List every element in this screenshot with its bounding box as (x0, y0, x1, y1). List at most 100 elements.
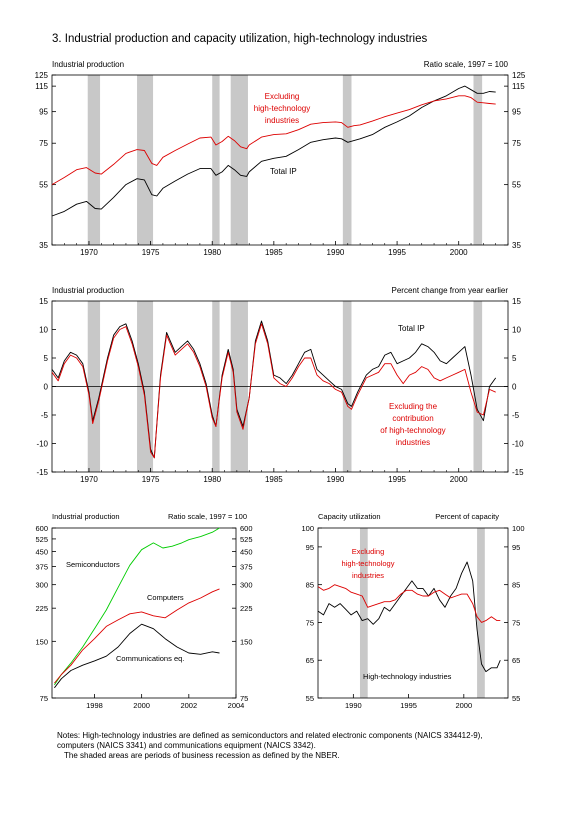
y-tick-label-left: 300 (35, 581, 48, 590)
y-tick-label-right: 10 (512, 326, 521, 335)
y-tick-label-left: 95 (306, 543, 314, 552)
y-tick-label-left: 15 (39, 297, 48, 306)
y-tick-label-left: 0 (44, 383, 49, 392)
chart-capacity_utilization: 55 55 65 65 75 75 85 85 95 95 100 100 1990 1995 2000 Ca… (301, 512, 524, 710)
y-tick-label-left: 375 (35, 562, 48, 571)
y-tick-label-left: 55 (306, 694, 314, 703)
y-tick-label-right: -5 (512, 411, 520, 420)
plot-frame (51, 527, 237, 699)
plot-frame (317, 527, 509, 699)
series-annotation: Communications eq. (116, 654, 184, 663)
series-annotation: High-technology industries (363, 672, 452, 681)
series-line-2 (54, 623, 220, 689)
y-tick-label-left: 225 (35, 604, 48, 613)
x-tick-label: 2000 (450, 475, 468, 484)
y-tick-label-right: 15 (512, 297, 521, 306)
x-tick-label: 2000 (133, 701, 150, 710)
y-tick-label-left: 55 (39, 181, 48, 190)
recession-shade (230, 75, 248, 245)
y-tick-label-left: -5 (41, 411, 49, 420)
chart-right-label: Ratio scale, 1997 = 100 (424, 60, 509, 69)
x-tick-label: 2000 (455, 701, 472, 710)
y-tick-label-right: 75 (512, 618, 520, 627)
chart-title: Capacity utilization (318, 512, 381, 521)
y-tick-label-left: 35 (39, 241, 48, 250)
series-annotation: high-technology (254, 104, 310, 113)
y-tick-label-right: 65 (512, 656, 520, 665)
y-tick-label-right: -10 (512, 440, 524, 449)
y-tick-label-left: 5 (44, 354, 49, 363)
y-tick-label-left: 75 (306, 618, 314, 627)
chart-ip_pct_change: -15 -15 -10 -10 -5 -5 0 0 5 5 10 10 15 15 1970 1975 1980… (36, 286, 524, 484)
y-tick-label-right: 75 (240, 694, 248, 703)
series-line-1 (51, 95, 496, 185)
x-tick-label: 1995 (388, 475, 406, 484)
y-tick-label-right: 55 (512, 181, 521, 190)
y-tick-label-right: 600 (240, 524, 253, 533)
series-annotation: industries (265, 116, 299, 125)
y-tick-label-right: 150 (240, 637, 253, 646)
y-tick-label-right: 5 (512, 354, 517, 363)
series-line-1 (51, 323, 496, 459)
recession-shade (87, 75, 101, 245)
recession-shade (212, 75, 220, 245)
y-tick-label-right: 95 (512, 108, 521, 117)
y-tick-label-left: 100 (301, 524, 314, 533)
x-tick-label: 1995 (400, 701, 417, 710)
plot-frame (51, 74, 509, 246)
chart-title: Industrial production (52, 60, 124, 69)
series-annotation: Computers (147, 593, 184, 602)
recession-shade (342, 75, 352, 245)
notes-line-1: Notes: High-technology industries are de… (57, 731, 483, 740)
y-tick-label-right: 125 (512, 71, 526, 80)
x-tick-label: 1990 (345, 701, 362, 710)
x-tick-label: 2000 (450, 248, 468, 257)
series-annotation: industries (352, 571, 384, 580)
y-tick-label-right: 75 (512, 139, 521, 148)
series-annotation: industries (396, 438, 430, 447)
chart-right-label: Ratio scale, 1997 = 100 (168, 512, 247, 521)
y-tick-label-right: 115 (512, 82, 525, 91)
y-tick-label-left: -10 (36, 440, 48, 449)
x-tick-label: 1990 (327, 475, 345, 484)
series-annotation: Total IP (270, 167, 297, 176)
x-tick-label: 1970 (80, 475, 98, 484)
series-line-0 (54, 527, 220, 686)
y-tick-label-right: 0 (512, 383, 517, 392)
y-tick-label-left: -15 (36, 468, 48, 477)
recession-shade (473, 75, 483, 245)
series-annotation: Excluding (352, 547, 385, 556)
y-tick-label-left: 525 (35, 535, 48, 544)
y-tick-label-right: 375 (240, 562, 253, 571)
series-annotation: Total IP (398, 324, 425, 333)
y-tick-label-right: 100 (512, 524, 525, 533)
chart-ip_levels: 35 35 55 55 75 75 95 95 115 115 125 125 1970 1975 1980… (35, 60, 526, 257)
series-line-0 (317, 561, 501, 673)
y-tick-label-right: 300 (240, 581, 253, 590)
notes-line-3: The shaded areas are periods of business… (64, 751, 340, 760)
y-tick-label-right: 55 (512, 694, 520, 703)
series-line-1 (317, 584, 501, 623)
notes: Notes: High-technology industries are de… (57, 731, 577, 761)
series-annotation: of high-technology (380, 426, 445, 435)
y-tick-label-left: 450 (35, 548, 48, 557)
x-tick-label: 2004 (228, 701, 245, 710)
figure-title: 3. Industrial production and capacity ut… (52, 33, 427, 45)
y-tick-label-right: -15 (512, 468, 524, 477)
notes-line-2: computers (NAICS 3341) and communication… (57, 741, 316, 750)
x-tick-label: 1975 (142, 248, 160, 257)
y-tick-label-right: 450 (240, 548, 253, 557)
y-tick-label-right: 225 (240, 604, 253, 613)
y-tick-label-left: 10 (39, 326, 48, 335)
x-tick-label: 1980 (203, 475, 221, 484)
y-tick-label-left: 95 (39, 108, 48, 117)
x-tick-label: 1995 (388, 248, 406, 257)
y-tick-label-right: 85 (512, 581, 520, 590)
recession-shade (359, 528, 368, 698)
y-tick-label-left: 115 (35, 82, 48, 91)
x-tick-label: 1975 (142, 475, 160, 484)
series-line-1 (54, 588, 220, 684)
chart-right-label: Percent change from year earlier (392, 286, 509, 295)
y-tick-label-right: 35 (512, 241, 521, 250)
